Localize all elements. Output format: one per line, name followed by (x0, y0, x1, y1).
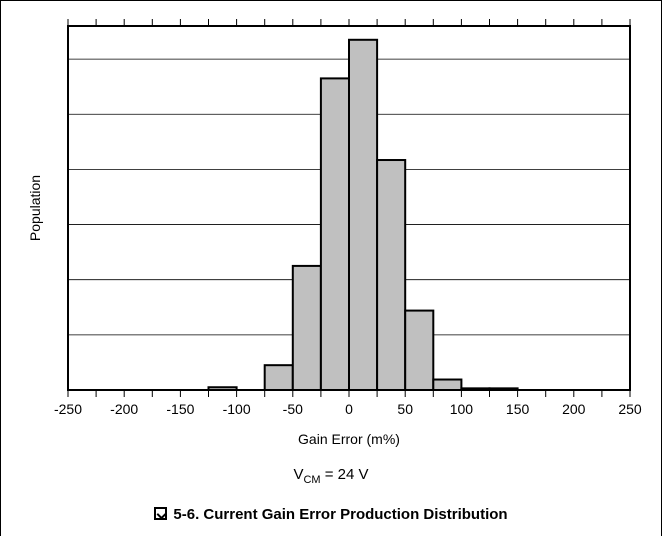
x-tick-label: -150 (166, 401, 194, 417)
y-axis-title: Population (27, 175, 43, 241)
x-tick-label: 100 (450, 401, 474, 417)
x-tick-label: -50 (283, 401, 303, 417)
x-tick-label: -100 (223, 401, 251, 417)
histogram-bar (376, 159, 407, 391)
x-axis-ticks (67, 19, 631, 397)
x-tick-label: 50 (397, 401, 413, 417)
histogram-bar (319, 77, 350, 391)
x-tick-label: 200 (562, 401, 586, 417)
histogram-bar (291, 264, 322, 391)
histogram-bar (263, 364, 294, 392)
condition-prefix: V (293, 466, 304, 483)
x-axis-tick-labels: -250 -200 -150 -100 -50 0 50 100 150 200 250 (54, 401, 642, 417)
x-tick-label: 250 (618, 401, 642, 417)
histogram-bar (348, 38, 379, 392)
x-axis-title: Gain Error (m%) (298, 431, 400, 447)
figure-caption: 5-6. Current Gain Error Production Distr… (0, 506, 662, 523)
x-tick-label: -200 (110, 401, 138, 417)
figure-icon (154, 507, 168, 520)
histogram-chart: -250 -200 -150 -100 -50 0 50 100 150 200 250 Gain … (27, 19, 642, 447)
test-condition-label: VCM = 24 V (0, 466, 662, 486)
x-tick-label: 0 (345, 401, 353, 417)
condition-suffix: = 24 V (320, 466, 369, 483)
histogram-bars (207, 38, 519, 392)
x-tick-label: 150 (506, 401, 530, 417)
x-tick-label: -250 (54, 401, 82, 417)
histogram-bar (432, 378, 463, 391)
condition-subscript: CM (303, 474, 321, 486)
histogram-bar (404, 309, 435, 391)
caption-text: 5-6. Current Gain Error Production Distr… (173, 506, 508, 523)
